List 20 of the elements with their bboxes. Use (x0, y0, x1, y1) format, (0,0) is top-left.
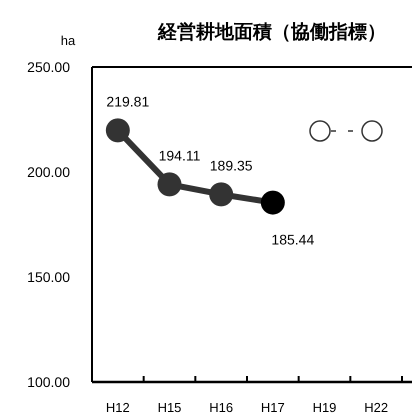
point (158, 172, 182, 196)
x-tick-label: H16 (209, 400, 234, 415)
x-tick-label: H15 (158, 400, 182, 415)
data-label: 185.44 (271, 232, 314, 248)
y-tick-label: 150.00 (27, 269, 70, 285)
x-tick-label: H12 (106, 400, 130, 415)
data-label: 189.35 (210, 157, 253, 174)
point (260, 190, 285, 215)
x-tick-label: H17 (260, 400, 285, 415)
y-axis-title: ha (60, 33, 76, 48)
x-tick-label: H22 (364, 400, 388, 415)
point (106, 118, 130, 142)
chart-title: 経営耕地面積（協働指標） (157, 21, 386, 43)
point (209, 182, 234, 206)
y-tick-label: 100.00 (27, 374, 70, 390)
x-tick-label: H19 (312, 400, 336, 415)
data-label: 194.11 (158, 147, 201, 164)
y-tick-label: 250.00 (27, 59, 70, 75)
data-label: 219.81 (106, 93, 150, 110)
y-tick-label: 200.00 (27, 164, 70, 180)
